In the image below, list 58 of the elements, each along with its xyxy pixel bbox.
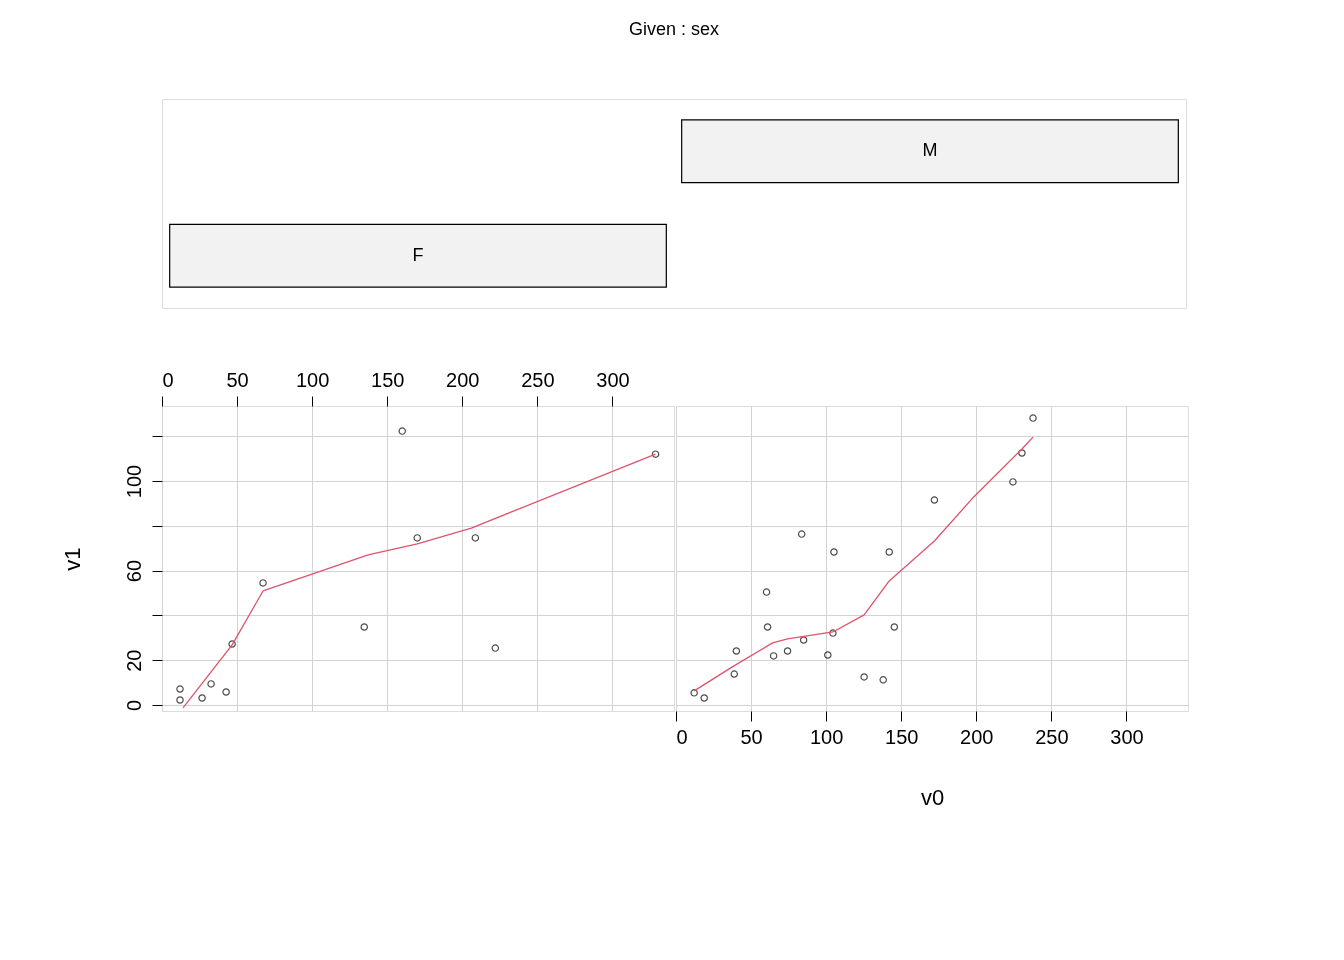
point — [769, 652, 778, 660]
y-axis-title: v1 — [59, 547, 85, 571]
text: Given : sex — [628, 19, 720, 39]
point — [830, 548, 838, 556]
point — [732, 647, 741, 655]
point — [829, 629, 837, 637]
point — [651, 450, 660, 458]
point — [700, 694, 708, 702]
x-tick-label: 0 — [676, 725, 688, 748]
point — [228, 640, 236, 648]
x-tick-label: 100 — [809, 725, 844, 748]
x-tick-label: 300 — [1110, 725, 1144, 748]
point — [930, 496, 939, 504]
y-tick-label: 20 — [122, 649, 145, 672]
point — [885, 548, 893, 556]
x-tick-label: 200 — [960, 725, 994, 748]
point — [730, 670, 739, 678]
text: M — [922, 140, 938, 161]
x-tick-label: 100 — [295, 368, 330, 391]
point — [176, 696, 184, 704]
point — [1029, 414, 1037, 422]
point — [207, 680, 215, 688]
x-tick-label: 150 — [885, 725, 919, 748]
x-tick-label: 300 — [596, 368, 630, 391]
point — [763, 623, 772, 631]
x-axis-title: v0 — [920, 784, 945, 810]
point — [1009, 478, 1017, 486]
point — [783, 647, 792, 655]
point — [222, 688, 230, 696]
point — [797, 530, 806, 538]
point — [398, 427, 406, 435]
point — [799, 636, 808, 644]
point — [259, 579, 267, 587]
x-tick-label: 250 — [521, 368, 555, 391]
text: F — [412, 244, 424, 265]
x-tick-label: 0 — [162, 368, 174, 391]
point — [879, 676, 887, 684]
point — [471, 534, 480, 542]
y-tick-label: 100 — [122, 464, 145, 499]
point — [690, 689, 698, 697]
point — [1018, 449, 1026, 457]
x-tick-label: 150 — [371, 368, 405, 391]
point — [176, 685, 184, 693]
line-series — [182, 453, 657, 709]
y-tick-label: 0 — [122, 699, 145, 712]
point — [491, 644, 500, 652]
point — [762, 588, 771, 596]
x-tick-label: 50 — [740, 725, 763, 748]
y-tick-label: 60 — [122, 559, 145, 583]
point — [198, 694, 206, 702]
x-tick-label: 200 — [446, 368, 480, 391]
point — [413, 534, 422, 542]
point — [860, 673, 868, 681]
point — [360, 623, 369, 631]
x-tick-label: 50 — [226, 368, 249, 391]
point — [890, 623, 899, 631]
point — [824, 651, 832, 659]
x-tick-label: 250 — [1035, 725, 1069, 748]
